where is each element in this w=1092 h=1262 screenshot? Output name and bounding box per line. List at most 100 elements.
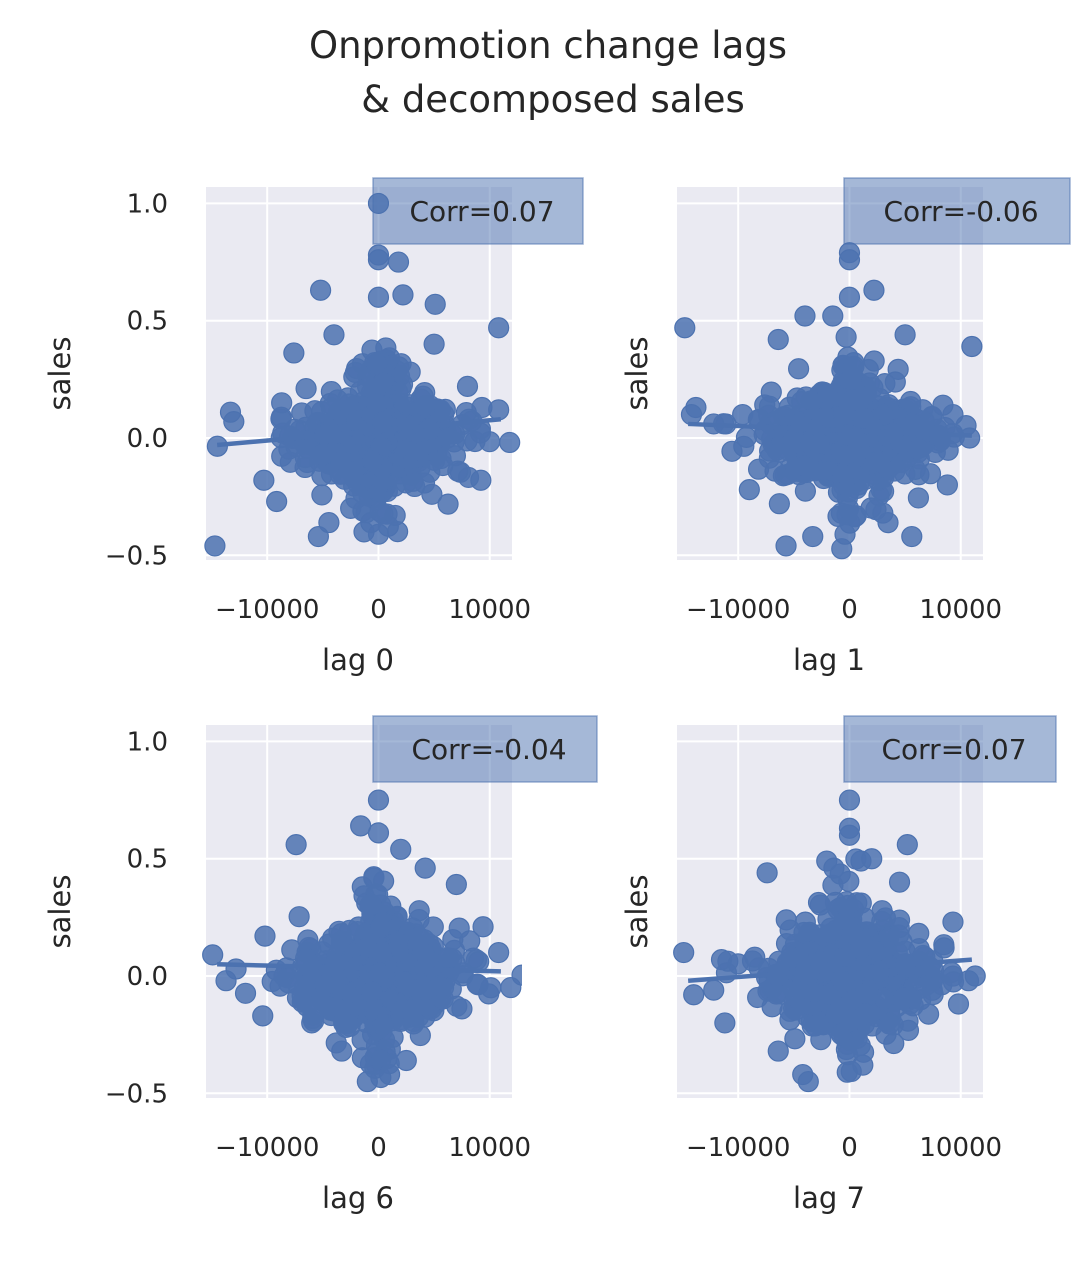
y-tick-label: 1.0 (127, 727, 168, 757)
scatter-panel-lag-6: −10000 0 10000 −0.5 0.0 0.5 1.0 Corr=-0.04 lag 6… (43, 715, 598, 1215)
data-point (894, 324, 916, 346)
scatter-panel-lag-1: −10000 0 10000 Corr=-0.06 lag 1 sales (620, 177, 1071, 677)
data-point (878, 1013, 900, 1035)
data-point (922, 983, 944, 1006)
data-point (373, 870, 395, 892)
y-tick-label: −0.5 (105, 541, 168, 571)
data-point (225, 958, 247, 980)
data-point (834, 444, 857, 466)
y-tick-label: 0.5 (127, 845, 168, 875)
data-point (480, 977, 502, 999)
data-point (959, 427, 981, 449)
data-point (779, 1009, 801, 1031)
data-point (767, 328, 789, 351)
data-point (223, 410, 245, 433)
data-point (933, 937, 955, 959)
data-point (893, 987, 915, 1009)
data-point (756, 862, 778, 884)
x-tick-label: 0 (841, 595, 858, 625)
x-tick-label: −10000 (215, 595, 320, 625)
x-axis-label: lag 7 (793, 1181, 865, 1215)
data-point (768, 493, 790, 515)
data-point (301, 1012, 323, 1034)
data-point (367, 789, 390, 811)
data-point (841, 990, 863, 1012)
data-point (823, 857, 845, 879)
data-point (804, 1015, 826, 1037)
points-group (202, 789, 522, 1093)
x-tick-label: 10000 (919, 1133, 1002, 1163)
data-point (732, 403, 754, 426)
data-point (408, 900, 430, 922)
data-point (838, 249, 861, 271)
y-tick-label: 0.5 (127, 307, 168, 337)
data-point (437, 493, 459, 515)
data-point (787, 358, 810, 380)
data-point (917, 1003, 940, 1025)
data-point (307, 525, 329, 548)
x-axis-label: lag 6 (322, 1181, 394, 1215)
data-point (786, 387, 808, 409)
data-point (387, 251, 410, 273)
x-tick-label: −10000 (686, 1133, 791, 1163)
data-point (835, 326, 857, 348)
data-point (884, 371, 906, 393)
data-point (896, 834, 918, 856)
data-point (356, 375, 379, 398)
data-point (907, 487, 930, 509)
y-tick-label: 0.0 (127, 962, 168, 992)
data-point (838, 286, 861, 308)
data-point (423, 333, 445, 355)
data-point (472, 916, 494, 938)
data-point (674, 317, 696, 339)
data-point (356, 1070, 378, 1093)
data-point (775, 535, 797, 557)
data-point (310, 279, 332, 301)
y-tick-label: 1.0 (127, 189, 168, 219)
y-axis-label: sales (620, 337, 654, 411)
x-tick-label: 0 (841, 1133, 858, 1163)
data-point (451, 998, 473, 1020)
x-axis-label: lag 0 (322, 643, 394, 677)
data-point (488, 941, 510, 964)
regression-line (216, 417, 502, 448)
data-point (370, 916, 392, 938)
correlation-text: Corr=0.07 (409, 195, 554, 228)
data-point (794, 305, 816, 327)
y-axis-label: sales (43, 337, 77, 411)
data-point (438, 947, 460, 969)
data-point (936, 474, 958, 496)
data-point (365, 392, 388, 414)
data-point (324, 953, 346, 975)
data-point (278, 438, 300, 460)
x-tick-label: 10000 (448, 1133, 531, 1163)
data-point (340, 497, 362, 519)
data-point (833, 403, 855, 425)
x-tick-label: −10000 (215, 1133, 320, 1163)
data-point (900, 390, 922, 413)
data-point (807, 432, 830, 454)
data-point (287, 974, 309, 997)
data-point (204, 535, 226, 557)
x-tick-label: 0 (370, 595, 387, 625)
data-point (822, 305, 844, 327)
data-point (841, 923, 863, 945)
data-point (379, 1063, 401, 1086)
data-point (367, 286, 390, 308)
data-point (838, 870, 860, 892)
data-point (838, 789, 861, 811)
data-point (843, 355, 865, 377)
y-tick-label: −0.5 (105, 1079, 168, 1109)
data-point (361, 981, 383, 1003)
correlation-text: Corr=-0.04 (411, 733, 566, 766)
correlation-badge (372, 715, 598, 783)
data-point (761, 996, 783, 1018)
regression-line (688, 421, 972, 438)
data-point (367, 249, 390, 271)
data-point (897, 1019, 920, 1041)
data-point (234, 982, 257, 1004)
data-point (295, 377, 317, 400)
data-point (964, 965, 986, 987)
data-point (445, 873, 467, 896)
